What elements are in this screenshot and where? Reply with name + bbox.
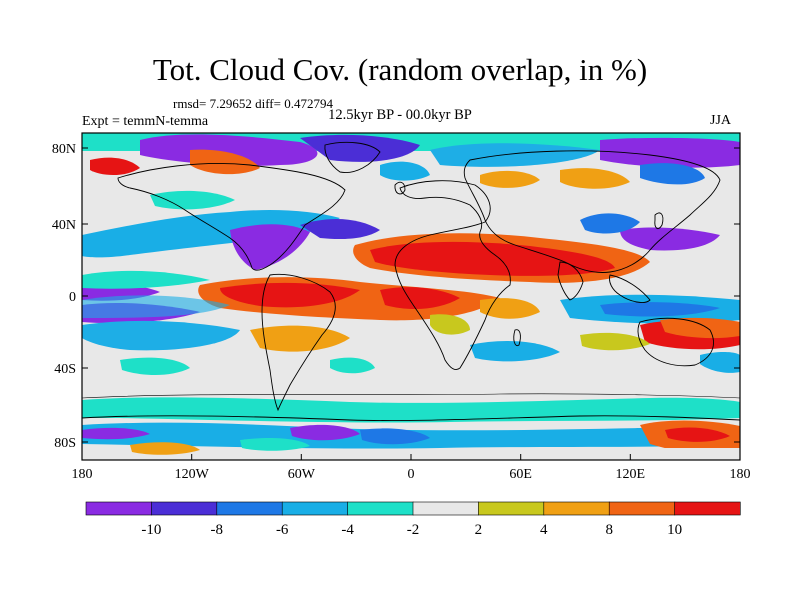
colorbar-label: -4 (341, 522, 354, 538)
lat-label: 80S (54, 436, 76, 451)
colorbar-swatch (412, 501, 479, 516)
uk-outline (394, 181, 406, 195)
southern-coast-contour (82, 393, 740, 399)
lat-label: 80N (52, 142, 76, 157)
lon-label: 180 (730, 467, 751, 482)
colorbar-label: 4 (540, 522, 548, 538)
asia-outline (463, 150, 721, 273)
lat-label: 40N (52, 218, 76, 233)
colorbar (85, 501, 741, 516)
lat-label: 0 (69, 290, 76, 305)
colorbar-label: 2 (475, 522, 483, 538)
coastlines (82, 141, 740, 421)
lat-label: 40S (54, 362, 76, 377)
japan-outline (654, 212, 664, 230)
colorbar-swatch (216, 501, 283, 516)
period-label: 12.5kyr BP - 00.0kyr BP (328, 107, 472, 123)
north-blue-band (82, 190, 720, 270)
colorbar-swatch (478, 501, 545, 516)
arctic-band (82, 133, 740, 189)
colorbar-label: 10 (667, 522, 682, 538)
colorbar-label: -6 (276, 522, 289, 538)
experiment-label: Expt = temmN-temma (82, 114, 209, 129)
southeast-asia-outline (609, 274, 651, 303)
north-america-outline (117, 163, 346, 271)
colorbar-label: -10 (141, 522, 161, 538)
greenland-outline (324, 141, 381, 173)
australia-outline (637, 317, 714, 367)
stats-text: rmsd= 7.29652 diff= 0.472794 (173, 96, 333, 111)
lat-labels: 80N 40N 0 40S 80S (52, 142, 76, 451)
lon-ticks (81, 454, 741, 460)
colorbar-labels: -10 -8 -6 -4 -2 2 4 8 10 (141, 522, 682, 538)
southern-patches (120, 332, 740, 375)
colorbar-label: 8 (605, 522, 613, 538)
antarctica-outline (82, 415, 740, 421)
colorbar-swatch (85, 501, 152, 516)
lon-labels: 180 120W 60W 0 60E 120E 180 (72, 467, 751, 482)
colorbar-swatch (281, 501, 349, 516)
lon-label: 120E (616, 467, 646, 482)
lon-label: 60W (288, 467, 316, 482)
colorbar-swatch (347, 501, 414, 516)
map-title: Tot. Cloud Cov. (random overlap, in %) (152, 52, 648, 87)
season-label: JJA (710, 113, 732, 128)
tropical-purple-band (82, 270, 740, 352)
equatorial-red-belt (198, 233, 650, 335)
colorbar-label: -2 (407, 522, 420, 538)
lon-label: 60E (509, 467, 532, 482)
south-america-outline (261, 273, 336, 412)
lat-ticks (82, 147, 740, 443)
colorbar-swatch (543, 501, 610, 516)
lon-label: 0 (408, 467, 415, 482)
india-outline (557, 261, 584, 301)
colorbar-label: -8 (211, 522, 224, 538)
map-field (82, 133, 740, 460)
europe-africa-outline (394, 180, 511, 371)
lon-label: 120W (175, 467, 210, 482)
colorbar-swatch (151, 501, 218, 516)
colorbar-swatch (674, 501, 741, 516)
colorbar-swatch (608, 501, 676, 516)
lon-label: 180 (72, 467, 93, 482)
madagascar-outline (513, 329, 521, 347)
